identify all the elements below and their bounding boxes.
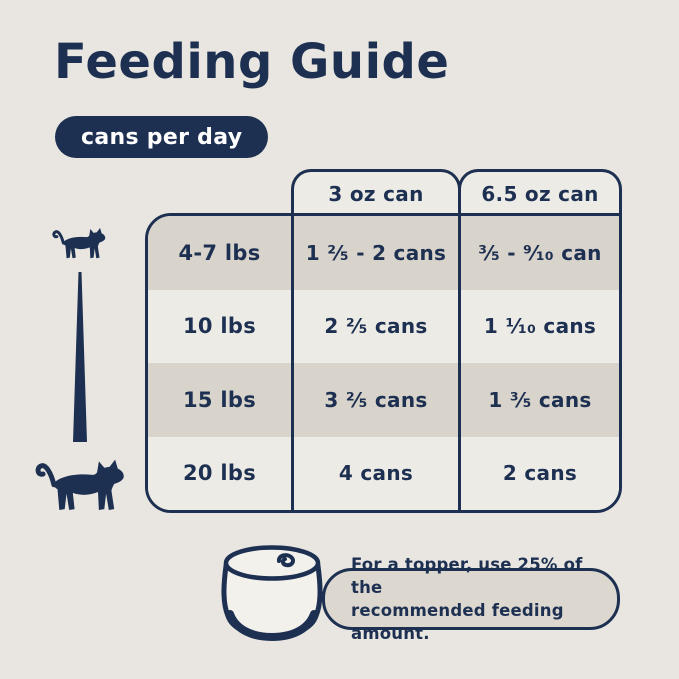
small-can-amount-cell: 2 ²⁄₅ cans: [291, 289, 458, 363]
column-header-label: 6.5 oz can: [481, 182, 599, 206]
weight-cell: 4-7 lbs: [178, 240, 261, 265]
topper-note: For a topper, use 25% of the recommended…: [322, 555, 620, 643]
column-header-label: 3 oz can: [328, 182, 424, 206]
weight-cell: 15 lbs: [182, 387, 257, 412]
large-cat-icon: [35, 459, 124, 510]
page-title: Feeding Guide: [54, 34, 450, 90]
topper-note-line-1: For a topper, use 25% of the: [351, 555, 583, 597]
table-row: 15 lbs 3 ²⁄₅ cans 1 ³⁄₅ cans: [148, 363, 619, 437]
weight-cell: 10 lbs: [182, 314, 257, 339]
feeding-table-rows: 4-7 lbs 1 ²⁄₅ - 2 cans ³⁄₅ - ⁹⁄₁₀ can 10…: [148, 216, 619, 510]
column-header-6-5oz-can: 6.5 oz can: [458, 169, 622, 216]
small-can-amount-cell: 3 ²⁄₅ cans: [291, 363, 458, 437]
small-can-amount-cell: 4 cans: [291, 436, 458, 510]
column-header-3oz-can: 3 oz can: [291, 169, 461, 216]
small-cat-icon: [52, 227, 106, 259]
badge-label: cans per day: [81, 124, 243, 150]
table-row: 10 lbs 2 ²⁄₅ cans 1 ¹⁄₁₀ cans: [148, 289, 619, 363]
large-can-amount-cell: 2 cans: [458, 436, 619, 510]
large-can-amount-cell: 1 ¹⁄₁₀ cans: [458, 289, 619, 363]
topper-note-line-2: recommended feeding amount.: [351, 601, 564, 643]
size-scale-triangle-icon: [73, 272, 87, 442]
weight-cell: 20 lbs: [182, 461, 257, 486]
table-row: 4-7 lbs 1 ²⁄₅ - 2 cans ³⁄₅ - ⁹⁄₁₀ can: [148, 216, 619, 290]
cans-per-day-badge: cans per day: [55, 116, 269, 158]
large-can-amount-cell: 1 ³⁄₅ cans: [458, 363, 619, 437]
feeding-table: 4-7 lbs 1 ²⁄₅ - 2 cans ³⁄₅ - ⁹⁄₁₀ can 10…: [145, 213, 622, 513]
table-row: 20 lbs 4 cans 2 cans: [148, 436, 619, 510]
large-can-amount-cell: ³⁄₅ - ⁹⁄₁₀ can: [458, 216, 619, 290]
can-icon: [221, 545, 323, 642]
small-can-amount-cell: 1 ²⁄₅ - 2 cans: [291, 216, 458, 290]
